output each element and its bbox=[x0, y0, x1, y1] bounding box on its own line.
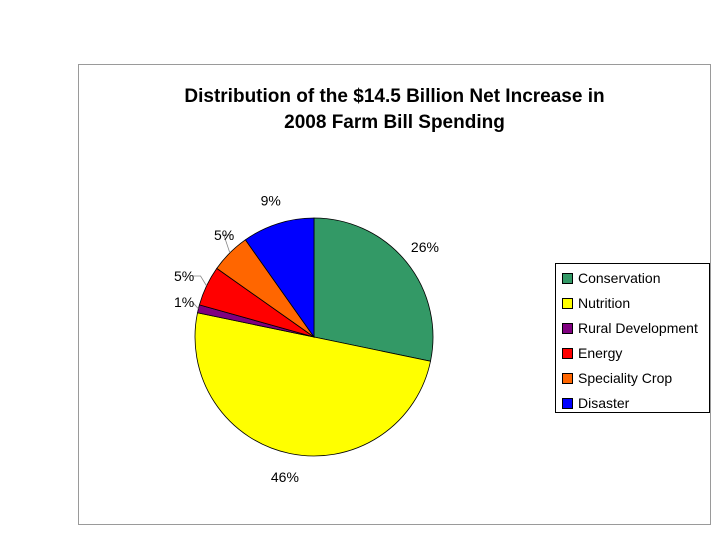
leader-line-rural-development bbox=[192, 301, 199, 310]
data-label-energy: 5% bbox=[174, 268, 194, 284]
legend-label-energy: Energy bbox=[578, 345, 623, 361]
legend-item-rural-development: Rural Development bbox=[562, 318, 698, 338]
data-label-conservation: 26% bbox=[411, 239, 439, 255]
legend-label-conservation: Conservation bbox=[578, 270, 661, 286]
legend-swatch-rural-development bbox=[562, 322, 573, 334]
legend-item-energy: Energy bbox=[562, 343, 622, 363]
legend: Conservation Nutrition Rural Development En… bbox=[555, 263, 710, 413]
pie-slice-disaster bbox=[244, 217, 315, 339]
legend-label-rural-development: Rural Development bbox=[578, 320, 698, 336]
leader-line-energy bbox=[192, 275, 207, 287]
pie-slice-nutrition bbox=[194, 312, 431, 457]
chart-title-line-2: 2008 Farm Bill Spending bbox=[284, 112, 505, 133]
data-label-nutrition: 46% bbox=[271, 469, 299, 485]
legend-label-speciality-crop: Speciality Crop bbox=[578, 370, 673, 386]
chart-title-line-1: Distribution of the $14.5 Billion Net In… bbox=[184, 86, 605, 107]
legend-item-disaster: Disaster bbox=[562, 393, 629, 413]
legend-swatch-conservation bbox=[562, 272, 573, 284]
legend-item-nutrition: Nutrition bbox=[562, 293, 630, 313]
legend-label-nutrition: Nutrition bbox=[578, 295, 631, 311]
data-label-speciality-crop: 5% bbox=[214, 227, 234, 243]
chart-title: Distribution of the $14.5 Billion Net In… bbox=[78, 84, 711, 136]
legend-swatch-speciality-crop bbox=[562, 372, 573, 384]
legend-swatch-energy bbox=[562, 347, 573, 359]
data-label-disaster: 9% bbox=[261, 193, 281, 209]
legend-swatch-nutrition bbox=[562, 297, 573, 309]
legend-item-speciality-crop: Speciality Crop bbox=[562, 368, 672, 388]
legend-item-conservation: Conservation bbox=[562, 268, 661, 288]
data-label-rural-development: 1% bbox=[174, 294, 194, 310]
legend-label-disaster: Disaster bbox=[578, 395, 630, 411]
leader-line-speciality-crop bbox=[223, 234, 232, 253]
legend-swatch-disaster bbox=[562, 397, 573, 409]
pie-slice-conservation bbox=[313, 217, 434, 362]
